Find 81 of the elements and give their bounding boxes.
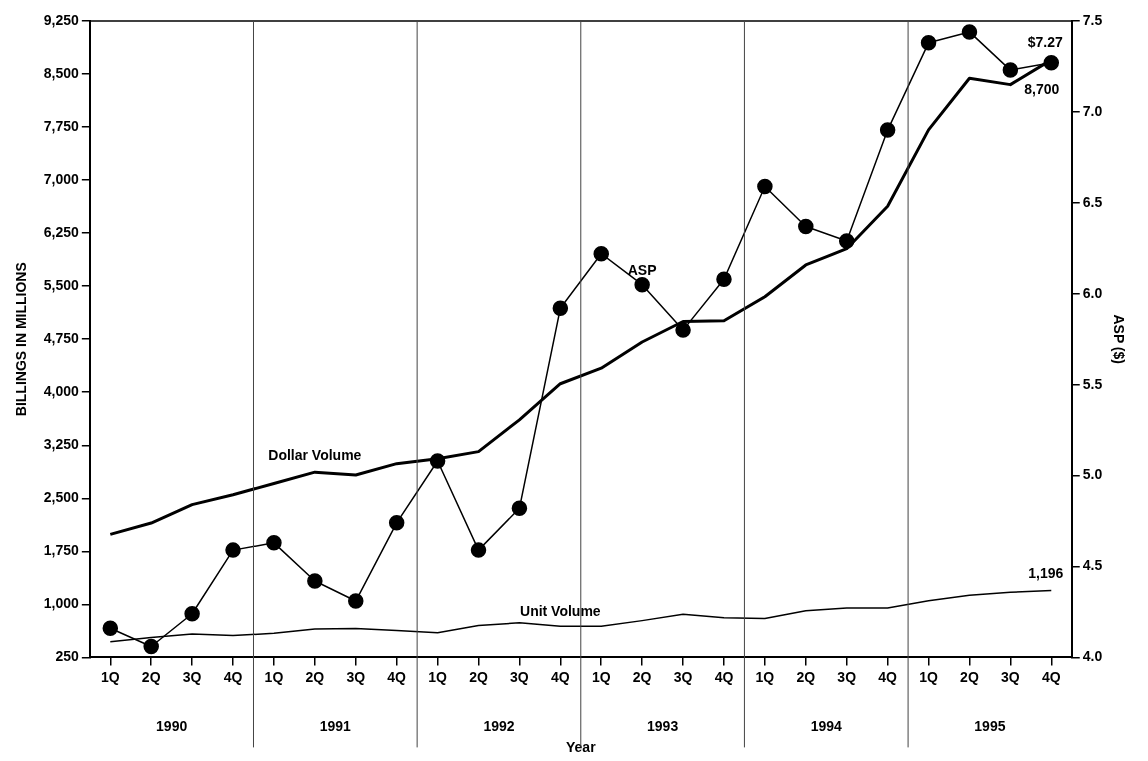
point <box>348 593 364 609</box>
point <box>634 276 650 293</box>
x-tick-label: 3Q <box>1001 668 1020 685</box>
point <box>388 515 405 531</box>
x-tick-label: 2Q <box>796 668 816 685</box>
point <box>511 500 528 517</box>
x-tick-label: 3Q <box>837 668 857 685</box>
x-tick-label: 4Q <box>878 668 898 685</box>
point <box>266 535 282 551</box>
y-tick-label: 7,000 <box>43 170 80 187</box>
point <box>102 620 119 637</box>
x-tick-label: 1Q <box>919 668 938 685</box>
x-tick-label: 3Q <box>510 668 529 685</box>
series-label: Dollar Volume <box>268 447 362 463</box>
y-tick-label: 7,750 <box>43 117 80 134</box>
y2-tick-label: 7.0 <box>1082 102 1103 119</box>
y-axis-title: BILLINGS IN MILLIONS <box>13 262 30 417</box>
x-tick-label: 4Q <box>550 668 570 685</box>
data-label: 8,700 <box>1024 80 1060 97</box>
point <box>879 122 896 138</box>
data-label: $7.27 <box>1027 33 1064 50</box>
x-tick-label: 4Q <box>223 668 243 685</box>
x-tick-label: 1Q <box>591 668 611 685</box>
point <box>307 573 323 589</box>
point <box>225 542 241 558</box>
point <box>798 218 814 235</box>
x-tick-label: 1Q <box>100 668 120 685</box>
point <box>675 322 691 338</box>
y2-tick-label: 7.5 <box>1082 11 1103 28</box>
x-tick-label: 1Q <box>264 668 284 685</box>
data-label: 1,196 <box>1028 565 1064 582</box>
y-tick-label: 1,000 <box>43 595 80 612</box>
y2-tick-label: 6.0 <box>1082 284 1103 301</box>
y-tick-label: 6,250 <box>43 223 80 240</box>
y-tick-label: 2,500 <box>43 489 80 506</box>
y-tick-label: 3,250 <box>43 436 80 453</box>
point <box>552 300 569 317</box>
text: 1995 <box>974 718 1006 735</box>
series-label: Unit Volume <box>520 603 601 620</box>
y-tick-label: 4,750 <box>43 330 80 347</box>
y2-tick-label: 6.5 <box>1082 193 1103 210</box>
x-tick-label: 1Q <box>428 668 448 685</box>
series-label: ASP <box>627 261 657 278</box>
x-tick-label: 2Q <box>469 668 488 685</box>
x-tick-label: 2Q <box>141 668 161 685</box>
point <box>757 178 773 195</box>
text: 1990 <box>156 718 188 735</box>
point <box>1002 62 1019 78</box>
point <box>184 606 200 622</box>
text: 1994 <box>810 718 843 735</box>
x-tick-label: 4Q <box>387 668 407 685</box>
x-tick-label: 1Q <box>755 668 775 685</box>
x-tick-label: 4Q <box>1041 668 1061 685</box>
point <box>920 35 937 51</box>
y2-axis-title: ASP ($) <box>1110 314 1127 364</box>
y2-tick-label: 5.5 <box>1082 375 1103 392</box>
x-tick-label: 3Q <box>673 668 693 685</box>
point <box>961 24 978 40</box>
y-tick-label: 4,000 <box>43 383 80 400</box>
y2-tick-label: 4.0 <box>1082 648 1103 665</box>
point <box>143 638 159 655</box>
x-tick-label: 2Q <box>960 668 979 685</box>
y2-tick-label: 4.5 <box>1082 557 1103 574</box>
x-tick-label: 2Q <box>632 668 652 685</box>
y-tick-label: 8,500 <box>43 64 80 81</box>
x-tick-label: 2Q <box>305 668 325 685</box>
y-tick-label: 250 <box>55 648 80 665</box>
text: 1991 <box>319 718 352 735</box>
text: 1993 <box>647 718 679 735</box>
text: 1992 <box>483 718 515 735</box>
y-tick-label: 1,750 <box>43 542 80 559</box>
x-tick-label: 3Q <box>346 668 366 685</box>
x-tick-label: 3Q <box>182 668 202 685</box>
x-axis-title: Year <box>565 739 597 756</box>
y2-tick-label: 5.0 <box>1082 466 1103 483</box>
point <box>470 542 487 558</box>
y-tick-label: 5,500 <box>43 277 80 294</box>
x-tick-label: 4Q <box>714 668 734 685</box>
point <box>716 271 732 287</box>
point <box>593 245 609 262</box>
y-tick-label: 9,250 <box>43 11 80 28</box>
